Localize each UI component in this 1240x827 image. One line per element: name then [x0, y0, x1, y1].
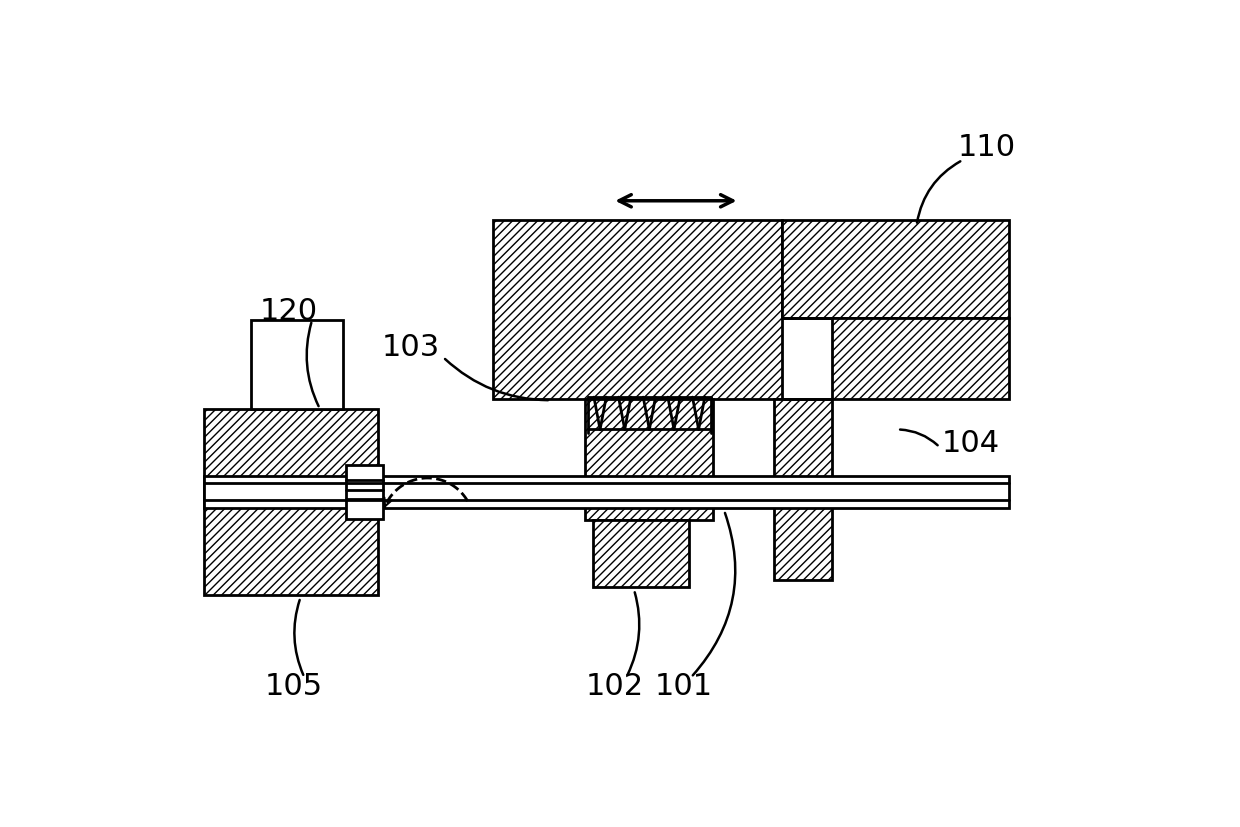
- Bar: [774, 399, 832, 580]
- Text: 105: 105: [264, 671, 322, 700]
- Bar: [205, 409, 377, 595]
- Bar: [205, 476, 1009, 509]
- Bar: [781, 221, 1009, 318]
- Bar: [250, 321, 343, 409]
- Bar: [593, 521, 689, 588]
- Text: 110: 110: [957, 132, 1016, 161]
- Text: 103: 103: [382, 332, 440, 361]
- Text: 120: 120: [259, 296, 317, 325]
- Text: 104: 104: [942, 428, 1001, 457]
- Bar: [346, 466, 383, 519]
- Text: 101: 101: [655, 671, 713, 700]
- Bar: [585, 399, 713, 521]
- Bar: [832, 318, 1009, 399]
- Text: 102: 102: [585, 671, 644, 700]
- Bar: [494, 221, 781, 399]
